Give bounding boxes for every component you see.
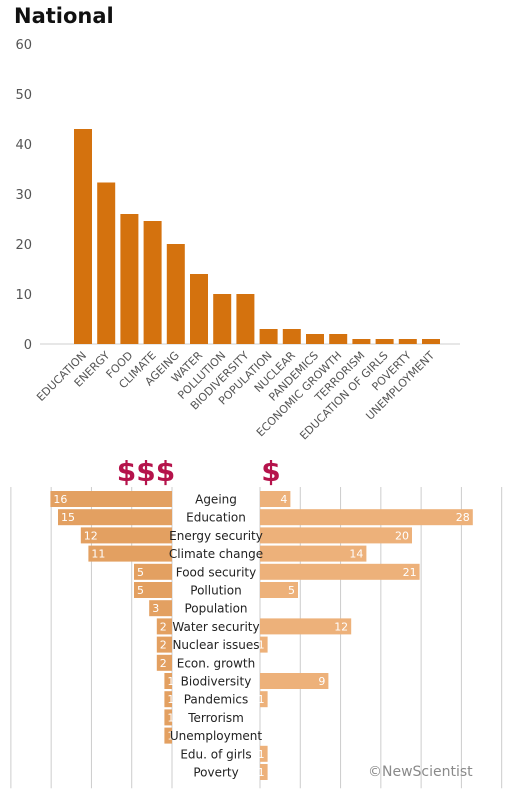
right-bar-label: 14 xyxy=(349,548,363,561)
right-bar-label: 9 xyxy=(318,675,325,688)
right-bar-edu-of-girls xyxy=(260,745,268,762)
category-label: Pollution xyxy=(190,584,241,598)
right-bar-education xyxy=(260,509,473,526)
bar-food xyxy=(120,214,139,344)
y-tick-label: 30 xyxy=(15,188,32,203)
right-bar-label: 20 xyxy=(395,529,409,542)
category-label: Biodiversity xyxy=(181,675,252,689)
left-bar-label: 15 xyxy=(61,511,75,524)
right-bar-poverty xyxy=(260,764,268,780)
left-bar-label: 2 xyxy=(160,657,167,670)
left-bar-unemployment xyxy=(164,727,172,744)
bar-terrorism xyxy=(352,339,371,344)
y-tick-label: 0 xyxy=(24,338,32,353)
national-bar-chart: 0102030405060EDUCATIONENERGYFOODCLIMATEA… xyxy=(15,38,460,442)
left-bar-econ-growth xyxy=(156,654,172,671)
category-label: Food security xyxy=(176,565,257,579)
right-bar-climate-change xyxy=(260,545,367,562)
left-bar-education xyxy=(58,509,172,526)
right-bar-ageing xyxy=(260,491,291,507)
category-label: Energy security xyxy=(169,529,263,543)
right-bar-label: 5 xyxy=(288,584,295,597)
left-bar-label: 11 xyxy=(91,548,105,561)
left-bar-label: 3 xyxy=(152,602,159,615)
left-bar-energy-security xyxy=(80,527,172,544)
left-bar-nuclear-issues xyxy=(156,636,172,653)
bar-ageing xyxy=(166,244,185,344)
y-tick-label: 60 xyxy=(15,38,32,53)
bar-population xyxy=(259,329,278,344)
left-bar-population xyxy=(149,600,172,617)
right-bar-energy-security xyxy=(260,527,412,544)
right-bar-label: 4 xyxy=(280,493,287,506)
right-bar-label: 1 xyxy=(258,748,265,761)
category-label: Terrorism xyxy=(187,711,244,725)
bar-nuclear xyxy=(282,329,301,344)
left-bar-water-security xyxy=(156,618,172,635)
category-label: Nuclear issues xyxy=(172,638,259,652)
right-bar-label: 1 xyxy=(258,693,265,706)
bar-pandemics xyxy=(306,334,324,344)
category-label: Climate change xyxy=(169,547,263,561)
right-bar-label: 1 xyxy=(258,766,265,779)
bar-water xyxy=(190,274,208,344)
left-bar-label: 5 xyxy=(137,566,144,579)
bar-poverty xyxy=(398,339,417,344)
right-bar-label: 12 xyxy=(334,620,348,633)
bar-unemployment xyxy=(422,339,440,344)
left-bar-food-security xyxy=(134,563,172,580)
right-bar-label: 21 xyxy=(403,566,417,579)
right-bar-pollution xyxy=(260,582,298,598)
category-label: Water security xyxy=(172,620,259,634)
left-bar-label: 1 xyxy=(167,693,174,706)
category-label: Econ. growth xyxy=(177,656,256,670)
left-bar-label: 2 xyxy=(160,620,167,633)
y-tick-label: 40 xyxy=(15,138,32,153)
left-header-currency: $$$ xyxy=(117,455,175,488)
bar-biodiversity xyxy=(236,294,255,344)
left-bar-terrorism xyxy=(164,709,172,726)
left-bar-pandemics xyxy=(164,691,172,708)
category-label: Population xyxy=(184,602,247,616)
right-header-currency: $ xyxy=(261,455,280,488)
right-bar-label: 1 xyxy=(258,639,265,652)
right-bar-nuclear-issues xyxy=(260,636,268,653)
left-bar-label: 16 xyxy=(53,493,67,506)
bar-energy xyxy=(97,182,116,344)
bar-climate xyxy=(143,221,162,344)
category-label: Education xyxy=(186,511,246,525)
right-bar-label: 28 xyxy=(456,511,470,524)
right-bar-biodiversity xyxy=(260,673,329,689)
left-bar-ageing xyxy=(50,491,172,507)
y-tick-label: 10 xyxy=(15,288,32,303)
left-bar-pollution xyxy=(134,582,172,598)
y-tick-label: 50 xyxy=(15,88,32,103)
left-bar-label: 12 xyxy=(84,529,98,542)
left-bar-label: 1 xyxy=(167,675,174,688)
right-bar-water-security xyxy=(260,618,352,635)
left-bar-label: 1 xyxy=(167,711,174,724)
bar-education-of-girls xyxy=(375,339,394,344)
category-label: Edu. of girls xyxy=(180,747,251,761)
category-label: Unemployment xyxy=(170,729,263,743)
bar-pollution xyxy=(213,294,232,344)
bar-education xyxy=(74,129,92,344)
right-bar-pandemics xyxy=(260,691,268,708)
category-label: Pandemics xyxy=(184,693,249,707)
right-bar-food-security xyxy=(260,563,420,580)
left-bar-climate-change xyxy=(88,545,172,562)
left-bar-label: 1 xyxy=(167,730,174,743)
left-bar-label: 2 xyxy=(160,639,167,652)
credit-logo: ©NewScientist xyxy=(368,764,473,780)
chart-title: National xyxy=(14,4,114,28)
bar-economic-growth xyxy=(329,334,348,344)
category-label: Poverty xyxy=(193,766,238,780)
left-bar-label: 5 xyxy=(137,584,144,597)
category-label: Ageing xyxy=(195,493,237,507)
left-bar-biodiversity xyxy=(164,673,172,689)
y-tick-label: 20 xyxy=(15,238,32,253)
